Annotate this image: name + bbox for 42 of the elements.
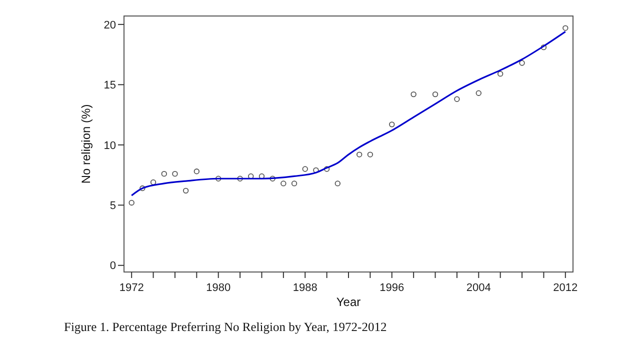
point	[280, 180, 286, 186]
point	[161, 170, 167, 177]
point	[237, 176, 243, 182]
point	[291, 180, 298, 186]
point	[128, 200, 134, 206]
point	[216, 176, 222, 182]
point	[519, 60, 525, 66]
point	[334, 180, 341, 186]
point	[302, 166, 308, 172]
point	[248, 173, 254, 180]
y-tick-label: 20	[104, 19, 116, 32]
y-axis-title: No religion (%)	[79, 104, 93, 184]
x-tick-label: 1996	[380, 282, 404, 294]
point	[150, 179, 156, 186]
point	[497, 70, 504, 77]
point	[258, 173, 265, 180]
point	[182, 188, 189, 194]
y-tick-label: 15	[104, 80, 116, 92]
x-axis-title: Year	[336, 295, 361, 309]
point	[324, 166, 330, 172]
y-tick-label: 5	[110, 200, 116, 212]
point	[367, 152, 374, 158]
x-tick-label: 1988	[292, 282, 318, 294]
x-tick-label: 2004	[466, 282, 491, 294]
point	[356, 152, 362, 158]
point	[140, 185, 146, 192]
point	[270, 176, 276, 182]
point	[432, 91, 438, 98]
y-tick-label: 0	[110, 260, 116, 272]
x-tick-label: 1980	[206, 282, 231, 294]
point	[194, 168, 200, 174]
point	[562, 25, 568, 31]
point	[540, 44, 547, 50]
x-tick-label: 2012	[553, 282, 578, 294]
y-tick-label: 10	[104, 140, 116, 152]
point	[172, 170, 178, 177]
point	[410, 91, 416, 98]
point	[389, 122, 395, 128]
x-tick-label: 1972	[119, 282, 144, 294]
point	[476, 90, 482, 96]
caption: Figure 1. Percentage Preferring No Religion by Year, 1972-2012	[64, 320, 387, 334]
point	[454, 96, 460, 102]
